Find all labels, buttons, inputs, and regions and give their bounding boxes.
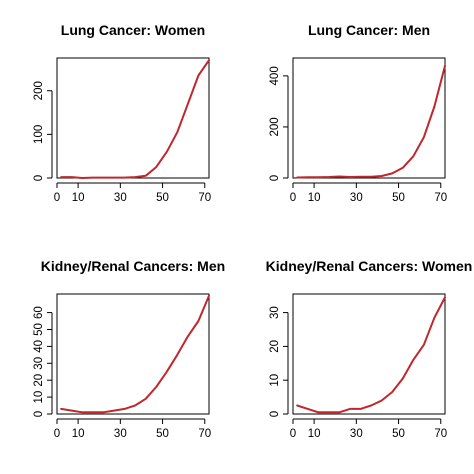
series-line xyxy=(60,294,210,414)
x-tick-label: 70 xyxy=(434,428,447,440)
chart-title: Kidney/Renal Cancers: Women xyxy=(266,258,473,274)
y-tick-label: 400 xyxy=(269,66,281,85)
series-line xyxy=(60,59,210,179)
plot-frame xyxy=(292,293,446,415)
x-tick-label: 70 xyxy=(434,192,447,204)
y-tick-label: 200 xyxy=(269,117,281,136)
x-tick-label: 50 xyxy=(156,428,169,440)
y-tick-label: 0 xyxy=(269,411,281,417)
y-tick-label: 0 xyxy=(33,175,45,181)
x-tick-label: 30 xyxy=(114,428,127,440)
y-tick-label: 30 xyxy=(269,306,281,319)
panel-kidney-renal-men: Kidney/Renal Cancers: Men 0 10 30 50 70 0 10 20… xyxy=(33,258,225,440)
y-tick-label: 30 xyxy=(33,357,45,370)
y-tick-label: 10 xyxy=(33,391,45,404)
panel-lung-cancer-men: Lung Cancer: Men 0 10 30 50 70 0 200 400 xyxy=(269,22,447,204)
x-tick-label: 50 xyxy=(392,192,405,204)
chart-title: Kidney/Renal Cancers: Men xyxy=(41,258,225,274)
x-tick-label: 30 xyxy=(350,428,363,440)
plot-frame xyxy=(56,293,210,415)
y-tick-label: 10 xyxy=(269,374,281,387)
chart-title: Lung Cancer: Men xyxy=(308,22,430,38)
x-tick-label: 10 xyxy=(72,428,85,440)
panel-lung-cancer-women: Lung Cancer: Women 0 10 30 50 70 0 100 200 xyxy=(33,22,211,204)
y-tick-label: 20 xyxy=(269,340,281,353)
x-tick-label: 0 xyxy=(54,428,60,440)
x-tick-label: 0 xyxy=(290,428,296,440)
x-tick-label: 70 xyxy=(198,192,211,204)
series-line xyxy=(296,64,446,179)
y-tick-label: 50 xyxy=(33,323,45,336)
y-tick-label: 20 xyxy=(33,374,45,387)
plot-frame xyxy=(292,57,446,179)
y-tick-label: 40 xyxy=(33,340,45,353)
plot-frame xyxy=(56,57,210,179)
y-tick-label: 0 xyxy=(269,175,281,181)
x-tick-label: 70 xyxy=(198,428,211,440)
x-tick-label: 50 xyxy=(392,428,405,440)
chart-title: Lung Cancer: Women xyxy=(61,22,205,38)
x-tick-label: 0 xyxy=(290,192,296,204)
y-tick-label: 100 xyxy=(33,125,45,144)
x-tick-label: 0 xyxy=(54,192,60,204)
x-tick-label: 30 xyxy=(350,192,363,204)
y-tick-label: 60 xyxy=(33,306,45,319)
x-tick-label: 10 xyxy=(308,428,321,440)
series-line xyxy=(296,296,446,414)
x-tick-label: 10 xyxy=(72,192,85,204)
y-tick-label: 0 xyxy=(33,411,45,417)
y-tick-label: 200 xyxy=(33,81,45,100)
x-tick-label: 10 xyxy=(308,192,321,204)
x-tick-label: 30 xyxy=(114,192,127,204)
x-tick-label: 50 xyxy=(156,192,169,204)
panel-kidney-renal-women: Kidney/Renal Cancers: Women 0 10 30 50 70 0 10… xyxy=(266,258,473,440)
